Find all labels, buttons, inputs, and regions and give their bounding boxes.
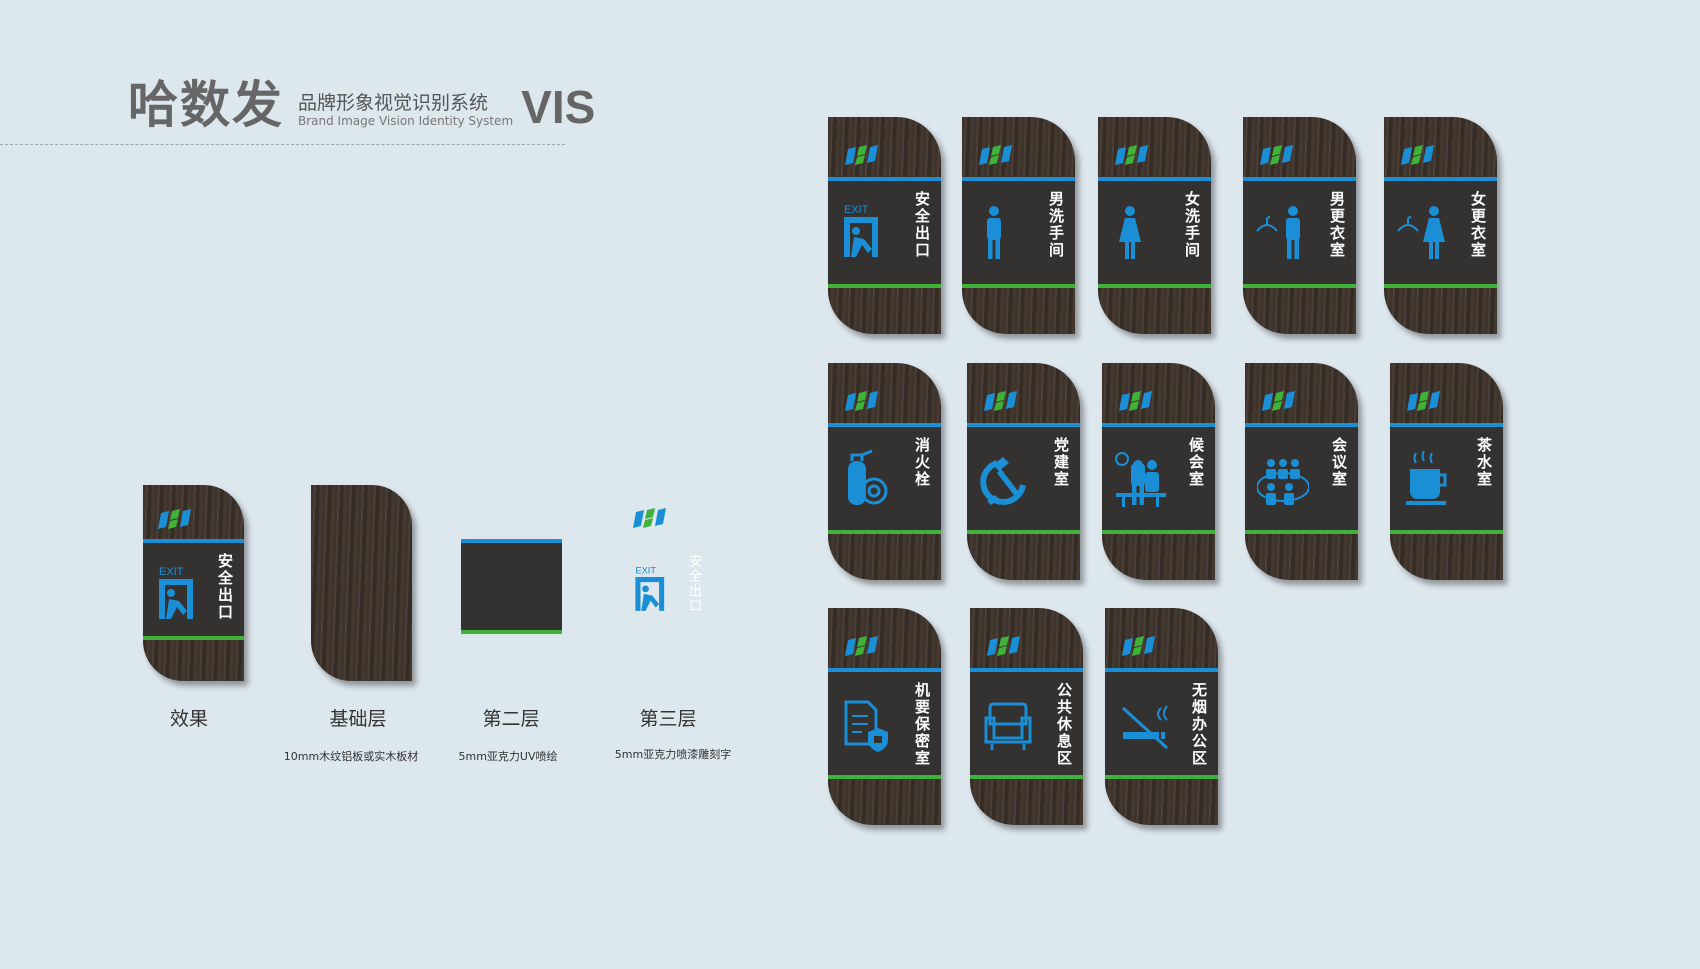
brand-name: 哈数发 bbox=[128, 76, 284, 134]
tea-cup-icon bbox=[1406, 450, 1447, 505]
sign-text: 无烟办公区 bbox=[1190, 682, 1208, 767]
brand-logo-icon bbox=[1121, 636, 1159, 656]
layer-note: 5mm亚克力喷漆雕刻字 bbox=[614, 748, 732, 761]
brand-logo-icon bbox=[1118, 391, 1156, 411]
brand-logo-icon bbox=[983, 391, 1021, 411]
sign-tea-cup: 茶水室 bbox=[1390, 363, 1503, 580]
sign-meeting-people: 会议室 bbox=[1245, 363, 1358, 580]
sign-panel: 党建室 bbox=[967, 423, 1080, 534]
brand-logo-icon bbox=[157, 509, 195, 529]
sign-no-smoking: 无烟办公区 bbox=[1105, 608, 1218, 825]
exit-icon: EXIT bbox=[159, 566, 193, 619]
sign-panel: 女洗手间 bbox=[1098, 177, 1211, 288]
sign-panel: 候会室 bbox=[1102, 423, 1215, 534]
sign-text: 党建室 bbox=[1052, 437, 1070, 488]
svg-text:EXIT: EXIT bbox=[844, 204, 869, 216]
secure-document-icon bbox=[844, 700, 888, 752]
sign-exit: EXIT 安全出口 bbox=[828, 117, 941, 334]
waiting-people-icon bbox=[1115, 452, 1166, 507]
sign-panel: 茶水室 bbox=[1390, 423, 1503, 534]
sign-secure-document: 机要保密室 bbox=[828, 608, 941, 825]
sign-waiting-people: 候会室 bbox=[1102, 363, 1215, 580]
sign-text: 男洗手间 bbox=[1047, 191, 1065, 259]
brand-logo-icon bbox=[1406, 391, 1444, 411]
second-layer-panel bbox=[461, 539, 562, 634]
layer-note: 5mm亚克力UV喷绘 bbox=[458, 750, 558, 763]
sign-exit: EXIT 安全出口 bbox=[143, 485, 244, 681]
subtitle-cn: 品牌形象视觉识别系统 bbox=[298, 92, 489, 115]
svg-text:EXIT: EXIT bbox=[159, 566, 184, 578]
sign-panel: EXIT 安全出口 bbox=[828, 177, 941, 288]
sign-text: 男更衣室 bbox=[1328, 191, 1346, 259]
sign-panel: EXIT 安全出口 bbox=[143, 539, 244, 640]
subtitle-en: Brand Image Vision Identity System bbox=[298, 114, 514, 128]
brand-logo-icon bbox=[1114, 145, 1152, 165]
sign-text: 安全出口 bbox=[686, 554, 701, 614]
hammer-sickle-icon bbox=[980, 457, 1026, 505]
sign-text: 安全出口 bbox=[913, 191, 931, 259]
brand-subtitle: 品牌形象视觉识别系统 Brand Image Vision Identity S… bbox=[298, 93, 513, 128]
no-smoking-icon bbox=[1121, 705, 1169, 750]
sign-woman-hanger: 女更衣室 bbox=[1384, 117, 1497, 334]
exit-icon: EXIT bbox=[844, 204, 878, 257]
brand-logo-icon bbox=[844, 636, 882, 656]
svg-text:EXIT: EXIT bbox=[635, 566, 656, 576]
sign-text: 公共休息区 bbox=[1055, 682, 1073, 767]
sign-hammer-sickle: 党建室 bbox=[967, 363, 1080, 580]
sign-panel: 消火栓 bbox=[828, 423, 941, 534]
third-layer-graphics: EXIT 安全出口 bbox=[632, 508, 702, 628]
vis-label: VIS bbox=[521, 81, 596, 133]
sign-panel: 男更衣室 bbox=[1243, 177, 1356, 288]
sign-panel: 女更衣室 bbox=[1384, 177, 1497, 288]
brand-logo-icon bbox=[1400, 145, 1438, 165]
sign-panel: 会议室 bbox=[1245, 423, 1358, 534]
sign-text: 女洗手间 bbox=[1183, 191, 1201, 259]
sign-panel: 男洗手间 bbox=[962, 177, 1075, 288]
brand-logo-icon bbox=[978, 145, 1016, 165]
sign-text: 安全出口 bbox=[216, 553, 234, 621]
brand-logo-icon bbox=[844, 391, 882, 411]
brand-logo-icon bbox=[1261, 391, 1299, 411]
layer-label: 效果 bbox=[169, 708, 208, 730]
brand-logo-icon bbox=[1259, 145, 1297, 165]
exit-icon: EXIT bbox=[635, 566, 665, 611]
brand-logo-icon bbox=[986, 636, 1024, 656]
base-layer-wood bbox=[311, 485, 412, 681]
sign-woman: 女洗手间 bbox=[1098, 117, 1211, 334]
brand-logo-icon bbox=[844, 145, 882, 165]
sign-man: 男洗手间 bbox=[962, 117, 1075, 334]
layer-note: 10mm木纹铝板或实木板材 bbox=[283, 750, 419, 763]
layer-label: 第二层 bbox=[482, 708, 540, 730]
meeting-people-icon bbox=[1257, 459, 1309, 505]
brand-header: 哈数发 品牌形象视觉识别系统 Brand Image Vision Identi… bbox=[128, 80, 595, 130]
sign-panel: 无烟办公区 bbox=[1105, 668, 1218, 779]
sign-man-hanger: 男更衣室 bbox=[1243, 117, 1356, 334]
sign-text: 会议室 bbox=[1330, 437, 1348, 488]
sign-text: 女更衣室 bbox=[1469, 191, 1487, 259]
sign-armchair: 公共休息区 bbox=[970, 608, 1083, 825]
sign-text: 茶水室 bbox=[1475, 437, 1493, 488]
layer-label: 第三层 bbox=[639, 708, 697, 730]
layer-label: 基础层 bbox=[329, 708, 387, 730]
brand-logo-icon bbox=[632, 508, 670, 528]
sign-text: 候会室 bbox=[1187, 437, 1205, 488]
sign-panel: 公共休息区 bbox=[970, 668, 1083, 779]
woman-icon bbox=[1119, 206, 1141, 259]
fire-extinguisher-icon bbox=[848, 449, 888, 505]
woman-hanger-icon bbox=[1397, 206, 1445, 259]
sign-fire-extinguisher: 消火栓 bbox=[828, 363, 941, 580]
man-icon bbox=[987, 206, 1001, 259]
sign-panel: 机要保密室 bbox=[828, 668, 941, 779]
man-hanger-icon bbox=[1256, 206, 1300, 259]
sign-text: 消火栓 bbox=[913, 437, 931, 488]
dashed-divider bbox=[0, 144, 565, 145]
sign-text: 机要保密室 bbox=[913, 682, 931, 767]
armchair-icon bbox=[984, 702, 1032, 750]
